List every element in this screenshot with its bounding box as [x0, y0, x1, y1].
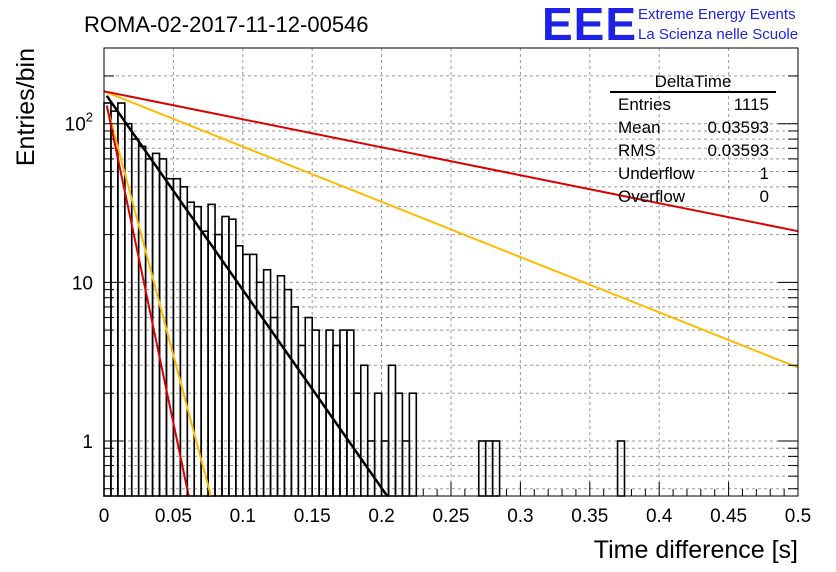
histogram-bar — [616, 440, 626, 497]
stats-value-mean: 0.03593 — [708, 118, 769, 137]
fit-curve — [105, 105, 190, 497]
histogram-bar — [484, 440, 494, 497]
histogram-bar — [477, 440, 487, 497]
histogram-bar — [408, 392, 418, 497]
fit-curve — [103, 90, 799, 369]
fit-curve — [105, 95, 389, 497]
eee-tagline-1: Extreme Energy Events — [638, 6, 796, 23]
y-axis-label: Entries/bin — [12, 48, 40, 166]
x-tick-label: 0.5 — [785, 506, 811, 527]
stats-value-overflow: 0 — [760, 187, 769, 206]
histogram-bar — [103, 102, 112, 497]
stats-box: DeltaTime Entries 1115 Mean 0.03593 RMS … — [610, 72, 776, 206]
histogram-bar — [228, 218, 237, 497]
histogram-bar — [290, 306, 300, 497]
stats-label-rms: RMS — [618, 141, 656, 160]
histogram-bar — [179, 186, 189, 497]
histogram-bar — [297, 344, 307, 497]
histogram-bar — [262, 268, 272, 497]
histogram-bar — [353, 392, 362, 497]
eee-tagline-2: La Scienza nelle Scuole — [638, 26, 798, 43]
histogram-bar — [394, 392, 404, 497]
histogram-bar — [346, 329, 355, 497]
stats-label-mean: Mean — [618, 118, 661, 137]
histogram-bar — [110, 110, 119, 497]
stats-label-overflow: Overflow — [618, 187, 686, 206]
stats-value-underflow: 1 — [760, 164, 769, 183]
histogram — [103, 102, 626, 497]
x-tick-label: 0.4 — [646, 506, 673, 527]
eee-logo: EEE Extreme Energy Events La Scienza nel… — [542, 0, 798, 50]
stats-title: DeltaTime — [655, 72, 732, 91]
histogram-bar — [311, 329, 320, 497]
x-axis-label: Time difference [s] — [594, 536, 798, 564]
histogram-bar — [491, 440, 501, 497]
x-tick-label: 0.1 — [230, 506, 256, 527]
histogram-bar — [304, 316, 314, 497]
x-tick-label: 0.25 — [433, 506, 470, 527]
x-tick-label: 0.45 — [710, 506, 747, 527]
stats-label-underflow: Underflow — [618, 164, 695, 183]
histogram-bar — [221, 215, 230, 497]
x-tick-label: 0.15 — [294, 506, 331, 527]
x-tick-label: 0.2 — [368, 506, 394, 527]
axis-ticks — [103, 75, 799, 496]
x-tick-label: 0.3 — [507, 506, 533, 527]
x-tick-label: 0 — [99, 506, 110, 527]
histogram-bar — [137, 145, 147, 497]
histogram-bar — [401, 440, 411, 497]
x-tick-label: 0.05 — [155, 506, 192, 527]
x-tick-labels: 0 0.05 0.1 0.15 0.2 0.25 0.3 0.35 0.4 0.45 0.5 — [99, 506, 812, 527]
y-tick-label: 102 — [65, 110, 93, 136]
stats-label-entries: Entries — [618, 95, 671, 114]
chart-title: ROMA-02-2017-11-12-00546 — [84, 12, 369, 37]
fit-curve — [103, 90, 799, 233]
grid — [104, 48, 798, 496]
fit-curves — [103, 90, 799, 497]
histogram-bar — [186, 201, 196, 497]
histogram-bar — [276, 274, 286, 497]
y-tick-label: 1 — [82, 432, 93, 453]
x-tick-label: 0.35 — [571, 506, 608, 527]
fit-curve — [105, 105, 212, 497]
stats-value-entries: 1115 — [734, 95, 769, 114]
y-tick-labels: 1 10 102 — [65, 110, 93, 453]
histogram-bar — [248, 253, 258, 497]
histogram-bar — [269, 316, 279, 497]
stats-value-rms: 0.03593 — [708, 141, 769, 160]
histogram-bar — [144, 158, 154, 497]
y-tick-label: 10 — [72, 273, 93, 294]
histogram-bar — [339, 329, 348, 497]
eee-logo-text: EEE — [542, 0, 637, 50]
